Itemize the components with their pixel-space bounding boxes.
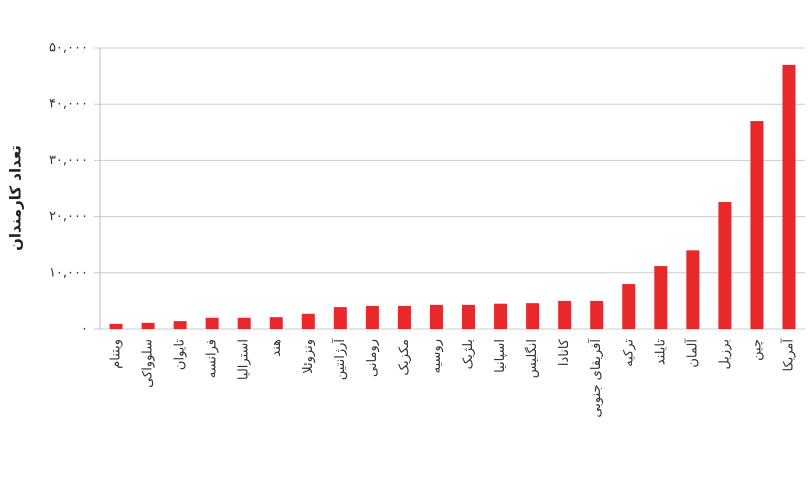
y-tick-label: ۱۰,۰۰۰ [49,265,88,280]
bar [686,250,700,329]
bar [429,304,443,329]
bar [173,321,187,329]
y-tick-label: ۴۰,۰۰۰ [49,97,88,112]
x-tick-label: انگلیس [524,339,540,378]
bar [397,305,411,329]
bar [462,304,476,329]
x-tick-label: ویتنام [109,339,124,369]
bar [205,317,219,329]
x-tick-label: آفریقای جنوبی [587,338,604,418]
x-tick-label: ونزوئلا [301,339,316,374]
bar [526,303,540,329]
bar [654,266,668,329]
bar [494,303,508,329]
x-tick-label: فرانسه [205,339,220,378]
x-tick-label: آرژانتین [331,338,348,381]
x-tick-label: سلوواکی [141,339,156,388]
y-tick-label: ۳۰,۰۰۰ [49,153,88,168]
y-tick-label: ۰ [81,322,88,337]
x-tick-label: تایوان [173,339,188,370]
bar [782,64,796,330]
x-tick-label: ترکیه [621,339,636,367]
bar [269,317,283,329]
bar [333,307,347,329]
x-tick-label: استرالیا [237,339,252,380]
x-tick-label: اسپانیا [493,339,508,373]
bar [301,313,315,329]
x-tick-label: رومانی [365,339,380,377]
x-tick-label: مکزیک [397,339,412,376]
y-tick-label: ۵۰,۰۰۰ [49,41,88,56]
bar [590,300,604,329]
x-tick-label: بلژیک [461,339,476,369]
bar [558,300,572,329]
x-tick-label: تایلند [653,339,668,366]
bar [622,284,636,329]
x-tick-label: برزیل [717,339,732,370]
x-tick-label: چین [749,339,764,361]
x-tick-label: هند [269,339,284,357]
x-tick-label: آمریکا [779,338,796,372]
x-tick-label: روسیه [429,339,444,373]
y-tick-label: ۲۰,۰۰۰ [49,209,88,224]
y-axis-label: تعداد کارمندان [7,145,25,251]
bar [365,305,379,329]
bar [750,121,764,329]
bar [141,322,155,329]
x-tick-label: کانادا [557,338,572,366]
bar [718,201,732,329]
x-tick-label: آلمان [683,338,700,368]
bar [109,323,123,329]
bar [237,317,251,329]
